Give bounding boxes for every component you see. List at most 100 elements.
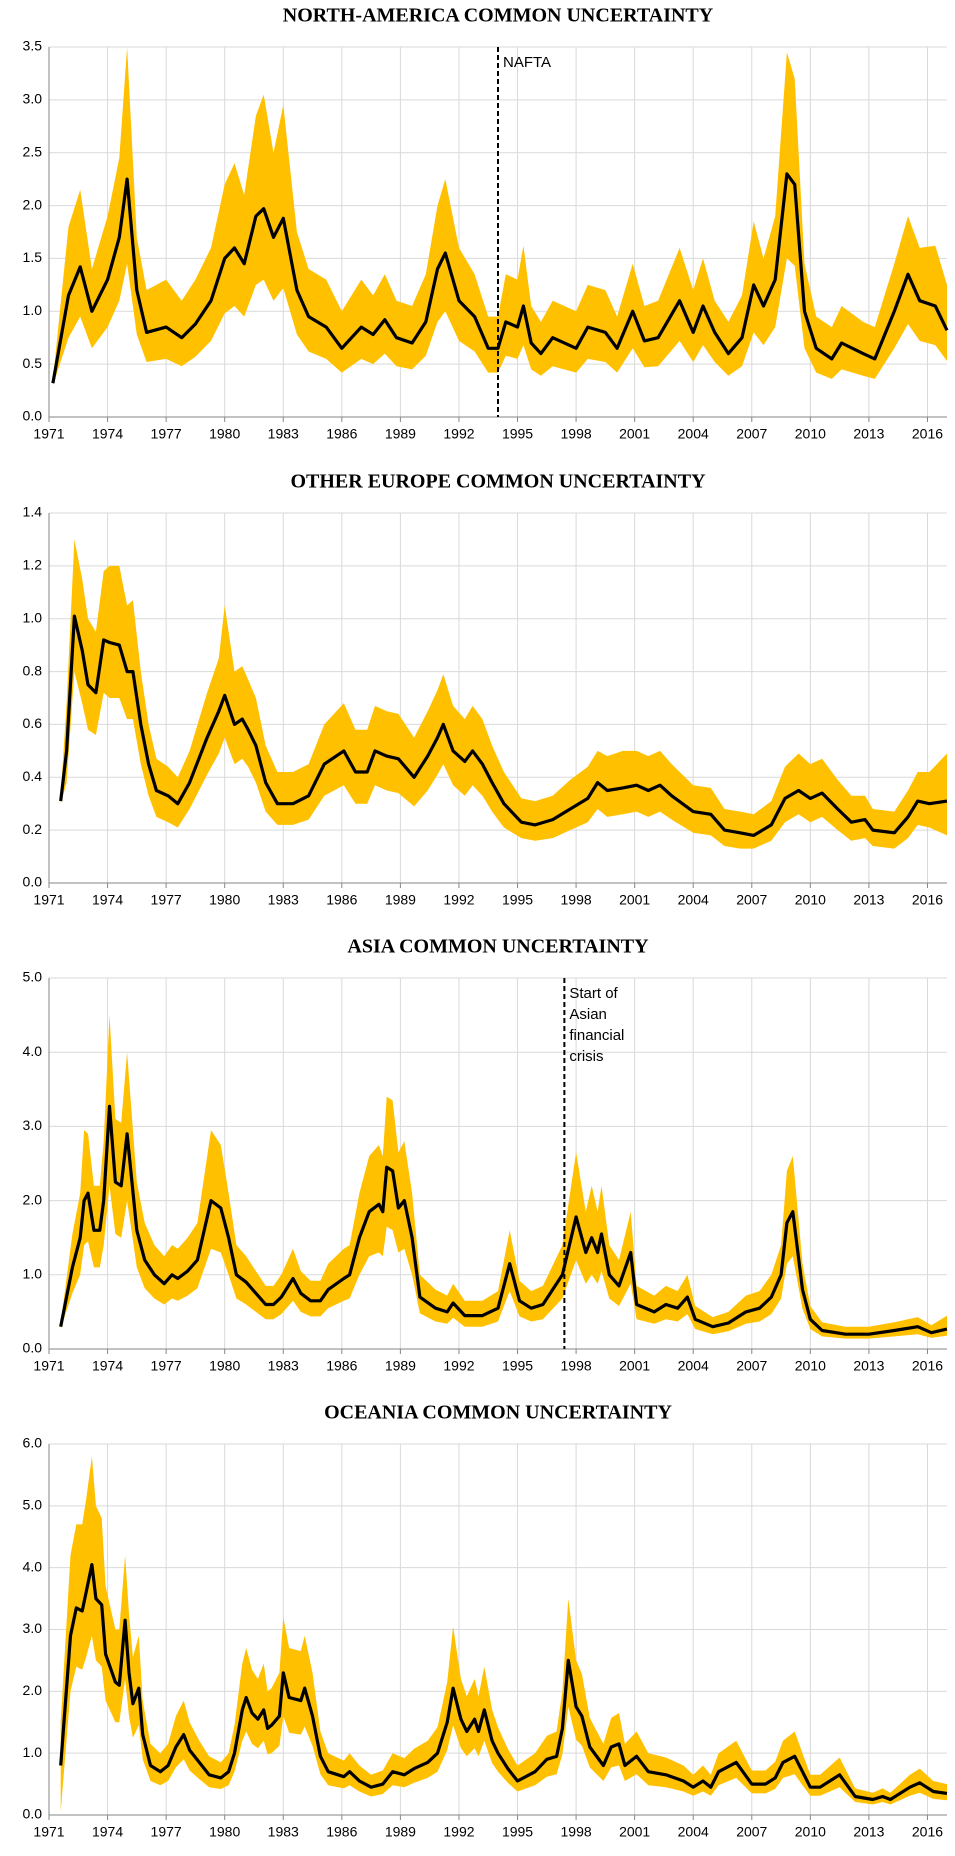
x-tick-label: 1971 [33,1358,64,1374]
y-tick-label: 5.0 [23,1497,43,1513]
x-tick-label: 2016 [912,892,943,908]
x-tick-label: 1983 [268,892,299,908]
event-label: crisis [569,1048,603,1065]
y-tick-label: 1.0 [23,609,43,625]
y-tick-label: 3.0 [23,1620,43,1636]
confidence-band [60,1015,947,1339]
x-tick-label: 1989 [385,1824,416,1840]
y-tick-label: 3.0 [23,1117,43,1133]
x-tick-label: 1983 [268,426,299,442]
y-tick-label: 3.0 [23,91,43,107]
x-tick-label: 1986 [326,1824,357,1840]
x-tick-label: 2013 [853,892,884,908]
x-tick-label: 2013 [853,1358,884,1374]
x-tick-label: 1989 [385,426,416,442]
x-tick-label: 1980 [209,892,240,908]
confidence-band [60,539,947,849]
x-tick-label: 1977 [151,1358,182,1374]
x-tick-label: 2001 [619,892,650,908]
y-tick-label: 1.0 [23,302,43,318]
x-tick-label: 1992 [443,1358,474,1374]
event-label: Start of [569,985,618,1002]
x-tick-label: 1971 [33,426,64,442]
x-tick-label: 2016 [912,1358,943,1374]
series-line [51,172,949,384]
y-tick-label: 2.0 [23,196,43,212]
x-tick-label: 1971 [33,892,64,908]
x-tick-label: 1992 [443,892,474,908]
y-tick-label: 4.0 [23,1558,43,1574]
event-label: Asian [569,1006,607,1023]
x-tick-label: 1998 [561,1358,592,1374]
x-tick-label: 2010 [795,426,826,442]
x-tick-label: 1995 [502,1824,533,1840]
x-tick-label: 2013 [853,426,884,442]
x-tick-label: 1983 [268,1358,299,1374]
x-tick-label: 1989 [385,892,416,908]
y-tick-label: 0.0 [23,1340,43,1356]
y-tick-label: 0.5 [23,355,43,371]
x-tick-label: 2004 [678,1824,709,1840]
y-tick-label: 1.0 [23,1744,43,1760]
x-tick-label: 1974 [92,1358,123,1374]
x-tick-label: 1977 [151,1824,182,1840]
y-tick-label: 1.2 [23,557,43,573]
x-tick-label: 1974 [92,1824,123,1840]
series-line [59,1563,948,1802]
y-tick-label: 0.0 [23,408,43,424]
y-tick-label: 1.4 [23,504,43,520]
y-tick-label: 0.6 [23,715,43,731]
x-tick-label: 1986 [326,1358,357,1374]
event-label: NAFTA [503,54,551,71]
y-tick-label: 0.8 [23,662,43,678]
x-tick-label: 2016 [912,426,943,442]
x-tick-label: 2004 [678,892,709,908]
x-tick-label: 1977 [151,892,182,908]
x-tick-label: 2004 [678,426,709,442]
x-tick-label: 1977 [151,426,182,442]
x-tick-label: 1992 [443,1824,474,1840]
x-tick-label: 1986 [326,892,357,908]
x-tick-label: 2001 [619,426,650,442]
y-tick-label: 2.5 [23,143,43,159]
x-tick-label: 1998 [561,892,592,908]
chart-title: OCEANIA COMMON UNCERTAINTY [324,1402,672,1424]
y-tick-label: 1.5 [23,249,43,265]
chart-title: OTHER EUROPE COMMON UNCERTAINTY [290,471,706,493]
event-label: financial [569,1027,624,1044]
x-tick-label: 1980 [209,1824,240,1840]
x-tick-label: 1974 [92,892,123,908]
chart-title: ASIA COMMON UNCERTAINTY [347,936,649,958]
y-tick-label: 0.2 [23,821,43,837]
x-tick-label: 1995 [502,426,533,442]
x-tick-label: 1998 [561,1824,592,1840]
x-tick-label: 2013 [853,1824,884,1840]
y-tick-label: 4.0 [23,1043,43,1059]
x-tick-label: 2001 [619,1824,650,1840]
y-tick-label: 0.0 [23,874,43,890]
y-tick-label: 0.4 [23,768,43,784]
x-tick-label: 2004 [678,1358,709,1374]
x-tick-label: 1992 [443,426,474,442]
x-tick-label: 1986 [326,426,357,442]
x-tick-label: 2007 [736,1358,767,1374]
series-line [59,1104,948,1336]
confidence-band [60,1456,947,1812]
x-tick-label: 2010 [795,1358,826,1374]
x-tick-label: 2010 [795,1824,826,1840]
x-tick-label: 1974 [92,426,123,442]
x-tick-label: 1995 [502,1358,533,1374]
x-tick-label: 2007 [736,1824,767,1840]
x-tick-label: 2016 [912,1824,943,1840]
x-tick-label: 1998 [561,426,592,442]
y-tick-label: 0.0 [23,1806,43,1822]
x-tick-label: 1983 [268,1824,299,1840]
y-tick-label: 3.5 [23,38,43,54]
x-tick-label: 1989 [385,1358,416,1374]
series-line [59,614,948,837]
x-tick-label: 2010 [795,892,826,908]
x-tick-label: 2007 [736,892,767,908]
x-tick-label: 1995 [502,892,533,908]
